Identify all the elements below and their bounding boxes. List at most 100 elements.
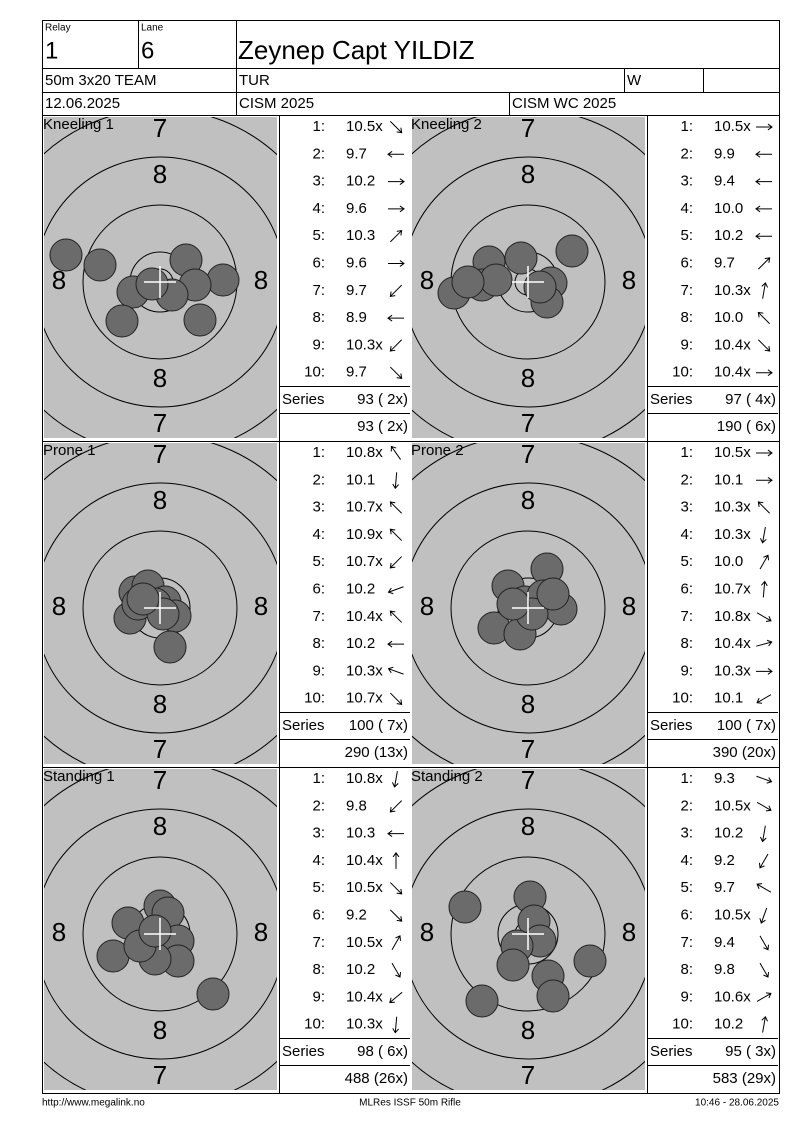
direction-arrow: [388, 205, 405, 213]
target: 7 7 8 8 8 8: [412, 769, 645, 1090]
shot-score: 10.8x: [346, 770, 383, 787]
ring: [412, 156, 645, 408]
shot-score: 9.2: [346, 906, 367, 923]
shot-score: 10.3x: [714, 526, 751, 543]
shot-score: 10.7x: [714, 580, 751, 597]
date: 12.06.2025: [45, 95, 120, 112]
shot-number: 8:: [312, 961, 325, 978]
shot-score: 10.1: [714, 690, 743, 707]
shot-number: 3:: [312, 499, 325, 516]
direction-arrow: [389, 692, 403, 705]
shot-number: 8:: [680, 309, 693, 326]
direction-arrow: [389, 229, 403, 243]
series-label: Series: [650, 1043, 693, 1060]
shot-score: 9.7: [714, 254, 735, 271]
match: CISM WC 2025: [512, 95, 616, 112]
ring-label: 8: [254, 591, 268, 621]
shot-number: 9:: [312, 336, 325, 353]
direction-arrow: [388, 260, 405, 267]
ring-label: 8: [52, 917, 66, 947]
shot-score: 9.7: [346, 145, 367, 162]
ring-label: 8: [521, 159, 535, 189]
shot-score: 10.3x: [714, 662, 751, 679]
ring-label: 8: [622, 917, 636, 947]
ring-label: 7: [521, 408, 535, 438]
ring: [44, 156, 277, 408]
shot-score: 9.6: [346, 200, 367, 217]
ring-label: 7: [521, 439, 535, 469]
shot-number: 4:: [680, 200, 693, 217]
shot-number: 1:: [680, 118, 693, 135]
target: 7 7 8 8 8 8: [44, 439, 277, 764]
shot-score: 9.4: [714, 173, 735, 190]
ring-label: 8: [521, 689, 535, 719]
direction-arrow: [390, 445, 401, 460]
ring: [450, 530, 606, 686]
direction-arrow: [387, 586, 404, 595]
shot-score: 10.5x: [346, 934, 383, 951]
shot-hole: [496, 948, 530, 982]
shot-number: 4:: [680, 526, 693, 543]
shot-score: 10.6x: [714, 988, 751, 1005]
nation: TUR: [239, 72, 270, 89]
shot-number: 1:: [312, 444, 325, 461]
direction-arrow: [756, 992, 772, 1002]
shot-score: 9.4: [714, 934, 735, 951]
shot-score: 10.5x: [714, 906, 751, 923]
direction-arrow: [389, 501, 403, 514]
ring-label: 7: [153, 113, 167, 143]
shot-score: 10.3: [346, 227, 375, 244]
shot-score: 10.7x: [346, 690, 383, 707]
series-total: 100 ( 7x): [349, 717, 408, 734]
shot-score: 10.3x: [714, 499, 751, 516]
series-label: Series: [650, 391, 693, 408]
direction-arrow: [388, 178, 405, 185]
lane-label: Lane: [141, 23, 164, 34]
ring-label: 8: [153, 485, 167, 515]
direction-arrow: [757, 339, 771, 352]
shot-score: 10.4x: [346, 988, 383, 1005]
shot-number: 9:: [680, 988, 693, 1005]
direction-arrow: [389, 882, 403, 895]
direction-arrow: [759, 907, 768, 924]
relay-label: Relay: [45, 23, 71, 34]
ring-label: 8: [52, 265, 66, 295]
direction-arrow: [389, 120, 403, 134]
direction-arrow: [389, 339, 403, 352]
ring-label: 8: [153, 363, 167, 393]
ring-label: 8: [420, 591, 434, 621]
series-title: Prone 1: [43, 442, 96, 459]
ring-label: 7: [153, 439, 167, 469]
shot-number: 5:: [680, 879, 693, 896]
series-label: Series: [650, 717, 693, 734]
direction-arrow: [389, 800, 403, 813]
shot-hole: [49, 238, 83, 272]
ring-label: 7: [521, 1060, 535, 1090]
shot-score: 10.0: [714, 309, 743, 326]
shot-hole: [135, 267, 169, 301]
shot-hole: [451, 265, 485, 299]
shot-hole: [138, 914, 172, 948]
shot-score: 10.9x: [346, 526, 383, 543]
shot-score: 9.6: [346, 254, 367, 271]
shot-number: 7:: [680, 934, 693, 951]
shot-score: 10.8x: [346, 444, 383, 461]
direction-arrow: [756, 775, 773, 784]
shot-score: 9.7: [346, 282, 367, 299]
shot-score: 10.1: [346, 471, 375, 488]
direction-arrow: [389, 284, 403, 298]
shot-number: 2:: [312, 797, 325, 814]
shot-score: 8.9: [346, 309, 367, 326]
shot-score: 10.3x: [346, 662, 383, 679]
shot-score: 10.5x: [714, 118, 751, 135]
ring-label: 8: [254, 265, 268, 295]
shot-score: 10.2: [346, 635, 375, 652]
direction-arrow: [755, 178, 772, 185]
shot-number: 5:: [680, 553, 693, 570]
shot-number: 6:: [680, 254, 693, 271]
shot-number: 4:: [312, 852, 325, 869]
shot-hole: [523, 270, 557, 304]
shot-score: 10.7x: [346, 499, 383, 516]
series-block: 7 7 8 8 8 8 Standing 2 1: 9.3 2: 10.5x 3: 10.2 4: 9.2 5…: [42, 767, 779, 1094]
